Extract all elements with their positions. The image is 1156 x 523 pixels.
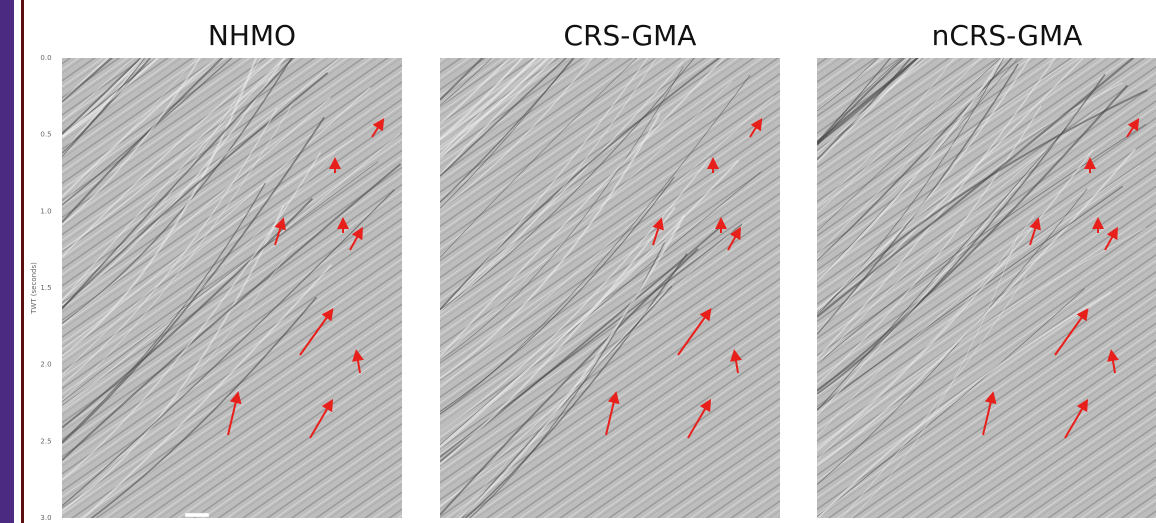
seismic-panel [817,58,1156,518]
panel-title: NHMO [208,19,296,52]
y-tick-label: 2.0 [40,361,51,369]
panels: NHMO CRS-GMA nCRS-GMA [62,0,1156,523]
y-tick-label: 0.5 [40,131,51,139]
y-tick-label: 1.0 [40,207,51,215]
slide: NHMO CRS-GMA nCRS-GMA TWT (seconds) 0.0 0.5… [0,0,1156,523]
scale-bar [185,513,209,517]
panel-title: CRS-GMA [564,19,697,52]
border [21,0,24,523]
y-tick-label: 0.0 [40,54,51,62]
axis-label: TWT (seconds) [30,262,38,315]
panel-title: nCRS-GMA [932,19,1083,52]
y-tick-label: 3.0 [40,514,51,522]
y-tick-label: 1.5 [40,284,51,292]
side-bar [0,0,14,523]
y-tick-label: 2.5 [40,437,51,445]
